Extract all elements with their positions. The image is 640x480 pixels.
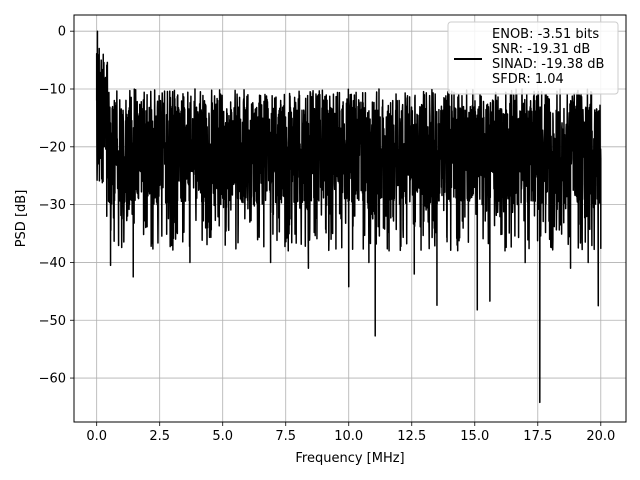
psd-trace	[95, 30, 602, 404]
y-tick-label: −40	[39, 256, 66, 271]
legend-box	[447, 21, 619, 95]
legend-line-sfdr: SFDR: 1.04	[492, 72, 564, 87]
x-tick-label: 0.0	[86, 429, 107, 444]
plot-area	[95, 30, 602, 404]
y-tick-label: −10	[39, 83, 66, 98]
x-tick-label: 17.5	[523, 429, 552, 444]
y-axis-label: PSD [dB]	[14, 190, 29, 248]
legend-line-enob: ENOB: -3.51 bits	[492, 27, 599, 42]
x-tick-label: 12.5	[397, 429, 426, 444]
x-tick-label: 7.5	[275, 429, 296, 444]
legend-line-sinad: SINAD: -19.38 dB	[492, 57, 604, 72]
x-tick-label: 10.0	[334, 429, 363, 444]
x-tick-label: 20.0	[586, 429, 615, 444]
y-tick-label: −20	[39, 140, 66, 155]
axis-ticks: 0.0 2.5 5.0 7.5 10.0 12.5 15.0 17.5 20.0 0 −10 −20 −…	[39, 25, 616, 444]
x-tick-label: 15.0	[460, 429, 489, 444]
axes-frame	[73, 14, 627, 423]
y-tick-label: 0	[58, 25, 66, 40]
y-tick-label: −50	[39, 314, 66, 329]
x-tick-label: 5.0	[212, 429, 233, 444]
y-tick-label: −60	[39, 372, 66, 387]
x-tick-label: 2.5	[149, 429, 170, 444]
legend: ENOB: -3.51 bits SNR: -19.31 dB SINAD: -…	[447, 21, 619, 95]
x-axis-label: Frequency [MHz]	[295, 451, 404, 466]
legend-line-snr: SNR: -19.31 dB	[492, 42, 590, 57]
y-tick-label: −30	[39, 198, 66, 213]
